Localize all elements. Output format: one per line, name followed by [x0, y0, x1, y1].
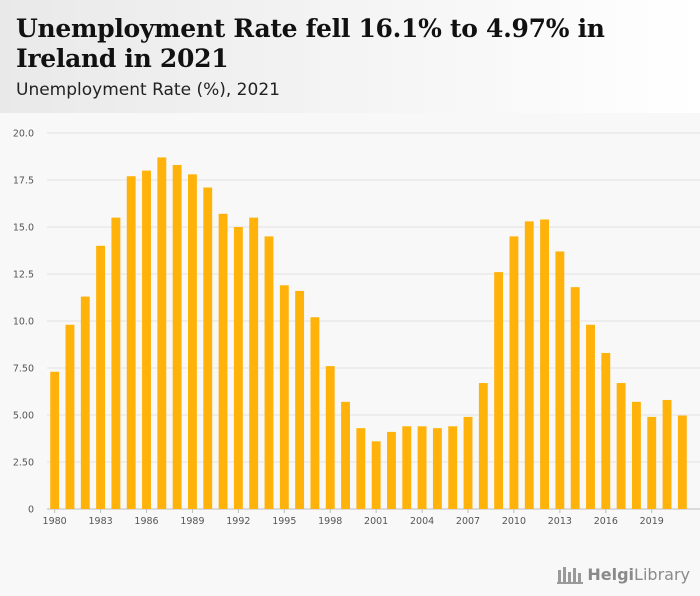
bar-2002: [387, 431, 396, 509]
bar-1982: [80, 296, 90, 509]
bar-1984: [111, 217, 121, 509]
bar-1988: [172, 164, 182, 509]
bar-2007: [463, 416, 473, 509]
helgi-library-logo-icon: [557, 567, 584, 584]
bar-1998: [325, 366, 335, 509]
y-tick-label: 12.5: [13, 270, 34, 281]
y-tick-label: 0: [28, 505, 34, 516]
bar-2015: [586, 324, 595, 509]
bar-1980: [50, 371, 60, 509]
header-banner: Unemployment Rate fell 16.1% to 4.97% in…: [0, 0, 700, 113]
bar-2021: [677, 415, 687, 509]
bar-1985: [126, 176, 136, 510]
y-tick-label: 2.50: [13, 458, 34, 469]
bar-2019: [647, 416, 657, 509]
bar-2009: [494, 272, 504, 509]
bar-2013: [555, 251, 565, 509]
bar-2003: [402, 426, 412, 509]
page-title: Unemployment Rate fell 16.1% to 4.97% in…: [16, 14, 605, 73]
x-tick-label: 1986: [134, 516, 158, 527]
y-tick-label: 20.0: [13, 129, 34, 140]
bar-1996: [295, 290, 305, 509]
x-tick-label: 2013: [548, 516, 572, 527]
bar-1993: [249, 217, 259, 509]
bar-2017: [616, 383, 626, 509]
bar-2000: [356, 428, 366, 509]
bar-2005: [432, 428, 442, 509]
bar-1991: [218, 213, 228, 509]
bar-2018: [631, 401, 641, 509]
y-tick-label: 10.0: [13, 317, 34, 328]
bar-1983: [96, 245, 106, 510]
x-tick-label: 2001: [364, 516, 388, 527]
x-tick-label: 2004: [410, 516, 434, 527]
bar-2001: [371, 441, 381, 509]
bar-1997: [310, 317, 320, 509]
brand-name-bold: Helgi: [587, 564, 635, 584]
brand-name-light: Library: [634, 564, 690, 584]
y-tick-label: 15.0: [13, 223, 34, 234]
bar-1981: [65, 324, 75, 509]
bar-2010: [509, 236, 519, 509]
bar-1994: [264, 236, 274, 509]
bar-1987: [157, 157, 167, 509]
x-tick-label: 1992: [226, 516, 250, 527]
chart-subtitle: Unemployment Rate (%), 2021: [16, 80, 280, 100]
bar-2011: [524, 221, 534, 510]
x-tick-label: 2007: [456, 516, 480, 527]
x-tick-label: 2016: [594, 516, 618, 527]
bar-2006: [448, 426, 458, 509]
brand-logo: HelgiLibrary: [557, 564, 690, 584]
bar-1992: [233, 227, 243, 509]
bar-2020: [662, 399, 672, 509]
bar-1986: [142, 170, 151, 509]
bar-1990: [203, 187, 213, 509]
bar-1999: [341, 401, 350, 509]
x-tick-label: 1995: [272, 516, 296, 527]
bar-1989: [188, 174, 197, 510]
chart-area: 0 2.50 5.00 7.50 10.0 12.5 15.0 17.5 20.0 1980 198…: [0, 113, 700, 596]
x-tick-label: 1989: [180, 516, 204, 527]
y-tick-label: 17.5: [13, 176, 34, 187]
x-tick-label: 1983: [88, 516, 112, 527]
bar-2016: [601, 352, 611, 509]
x-tick-label: 1998: [318, 516, 342, 527]
x-tick-label: 2010: [502, 516, 526, 527]
bar-2014: [570, 287, 580, 509]
y-tick-label: 5.00: [13, 411, 34, 422]
bar-2004: [417, 426, 427, 509]
bar-1995: [279, 285, 289, 509]
x-tick-label: 1980: [43, 516, 67, 527]
bar-2008: [478, 383, 488, 509]
bar-chart: 0 2.50 5.00 7.50 10.0 12.5 15.0 17.5 20.0 1980 198…: [13, 129, 700, 527]
x-tick-label: 2019: [640, 516, 664, 527]
bar-2012: [540, 219, 549, 509]
y-tick-label: 7.50: [13, 364, 34, 375]
